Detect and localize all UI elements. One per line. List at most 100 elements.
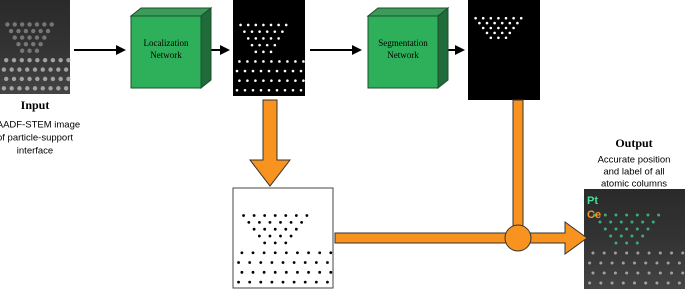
atom	[262, 23, 265, 27]
atom	[625, 241, 629, 245]
atom	[281, 261, 285, 264]
atom	[275, 69, 279, 73]
atom	[263, 214, 267, 217]
atom	[269, 50, 273, 54]
atom	[269, 37, 273, 40]
network-label: Localization	[144, 38, 189, 48]
atom	[273, 43, 277, 47]
atom	[500, 31, 504, 35]
atom	[23, 28, 29, 34]
atom	[42, 76, 48, 82]
atom	[635, 227, 639, 231]
atom	[284, 241, 288, 245]
atom	[5, 22, 10, 27]
atom	[268, 234, 272, 238]
atom	[598, 220, 602, 224]
input-description: of particle-support	[0, 133, 73, 144]
atom	[307, 270, 310, 274]
atom	[591, 251, 595, 255]
output-description: atomic columns	[601, 179, 667, 190]
atom	[9, 86, 14, 91]
atom	[613, 251, 617, 255]
atom	[655, 261, 659, 265]
atom	[38, 28, 43, 34]
network-label: Network	[150, 50, 182, 60]
atom	[305, 214, 309, 217]
atom	[252, 227, 256, 231]
atom	[254, 50, 258, 54]
atom	[289, 234, 293, 238]
atom	[35, 76, 40, 82]
atom	[19, 48, 25, 53]
atom	[299, 88, 303, 92]
atom	[630, 220, 634, 224]
atom	[237, 280, 240, 284]
atom	[12, 35, 17, 40]
atom	[246, 60, 249, 63]
atom	[262, 37, 265, 40]
atom	[273, 214, 277, 217]
atom	[246, 79, 249, 82]
atom	[48, 86, 53, 91]
atom	[657, 213, 661, 217]
atom	[283, 69, 287, 73]
atom	[251, 251, 255, 255]
atom	[621, 281, 625, 285]
atom	[42, 22, 47, 27]
atom	[17, 67, 22, 72]
atom	[504, 16, 508, 20]
atom	[12, 22, 17, 27]
atom	[4, 57, 9, 63]
atom	[619, 234, 623, 238]
atom	[489, 16, 493, 20]
atom	[284, 23, 288, 27]
atom	[291, 88, 295, 92]
atom	[63, 86, 69, 91]
atom	[286, 60, 289, 63]
atom	[485, 21, 489, 25]
atom	[4, 76, 9, 82]
atom	[19, 76, 24, 82]
atom	[610, 281, 614, 285]
atom	[263, 227, 267, 231]
atom	[326, 280, 329, 284]
atom	[658, 271, 662, 275]
atom	[1, 67, 7, 72]
atom	[318, 251, 322, 255]
atom	[40, 67, 45, 72]
atom	[58, 57, 63, 63]
atom	[235, 69, 239, 73]
atom	[284, 251, 288, 255]
atom	[281, 30, 284, 33]
atom	[254, 23, 258, 27]
atom	[279, 220, 282, 224]
input-description: HAADF-STEM image	[0, 120, 80, 131]
atom	[500, 21, 504, 25]
atom	[314, 280, 318, 284]
atom	[38, 41, 43, 47]
atom	[677, 261, 681, 265]
atom	[508, 31, 512, 35]
atom	[591, 271, 595, 275]
atom	[27, 48, 32, 53]
atom	[283, 88, 287, 92]
atom	[294, 214, 298, 217]
atom	[497, 16, 500, 20]
atom	[489, 26, 493, 30]
output-description: Accurate position	[598, 155, 671, 166]
atom	[512, 26, 515, 30]
atom	[516, 21, 519, 25]
atom	[621, 261, 625, 265]
atom	[19, 57, 24, 63]
atom	[625, 251, 629, 255]
atom	[239, 23, 242, 27]
network-label: Segmentation	[378, 38, 428, 48]
atom	[270, 79, 273, 82]
atom	[265, 43, 269, 47]
atom	[34, 48, 40, 53]
atom	[646, 227, 650, 231]
atom	[246, 23, 250, 27]
atom	[603, 227, 607, 231]
atom	[284, 270, 288, 274]
atom	[27, 76, 32, 82]
